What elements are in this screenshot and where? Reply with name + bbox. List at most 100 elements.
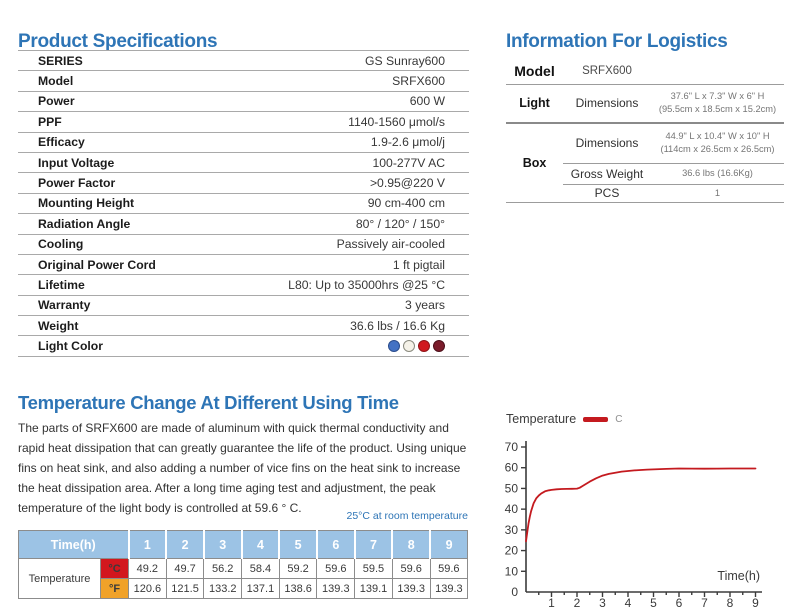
y-tick-label: 70 [505,440,519,454]
hour-header: 7 [353,530,393,559]
hour-header: 5 [278,530,318,559]
logistics-table: Model SRFX600 Light Dimensions 37.6" L x… [506,58,784,203]
light-color-swatch-red [418,340,430,353]
x-tick-label: 7 [701,596,708,610]
gross-weight-label: Gross Weight [563,163,651,185]
spec-value: 600 W [409,94,445,109]
light-color-swatch-white [403,340,415,353]
spec-value: 1.9-2.6 μmol/j [370,135,445,150]
x-tick-label: 5 [650,596,657,610]
logistics-model-value: SRFX600 [563,58,651,85]
celsius-value: 59.6 [316,558,356,579]
fahrenheit-value: 121.5 [165,578,205,599]
celsius-value: 58.4 [241,558,280,579]
spec-value: L80: Up to 35000hrs @25 °C [288,277,445,292]
spec-value: 1 ft pigtail [392,257,445,272]
hour-header: 6 [315,530,356,559]
spec-row-power-cord: Original Power Cord 1 ft pigtail [18,255,469,276]
spec-label: Cooling [38,237,84,252]
fahrenheit-value: 139.1 [354,578,393,599]
spec-row-warranty: Warranty 3 years [18,296,469,317]
spec-value: Passively air-cooled [336,237,445,252]
light-dimensions-label: Dimensions [563,84,651,124]
spec-label: Light Color [38,339,103,354]
celsius-value: 49.2 [128,558,167,579]
pcs-label: PCS [563,184,651,203]
spec-value: 90 cm-400 cm [367,196,445,211]
light-color-swatch-deep-red [433,340,445,353]
temperature-row-label: Temperature [18,558,101,599]
hour-header: 8 [391,530,431,559]
spec-label: Lifetime [38,277,85,292]
legend-line-swatch [583,416,609,422]
spec-row-model: Model SRFX600 [18,71,469,92]
spec-row-input-voltage: Input Voltage 100-277V AC [18,153,469,174]
spec-label: Mounting Height [38,196,135,211]
spec-label: Radiation Angle [38,216,131,231]
spec-value: 36.6 lbs / 16.6 Kg [350,318,445,333]
time-header: Time(h) [17,530,130,559]
x-tick-label: 3 [599,596,606,610]
room-temperature-note: 25°C at room temperature [346,510,468,522]
y-tick-label: 20 [505,544,519,558]
x-tick-label: 1 [548,596,555,610]
logistics-model-label: Model [506,58,563,85]
spec-row-power-factor: Power Factor >0.95@220 V [18,173,469,194]
product-spec-table: SERIES GS Sunray600 Model SRFX600 Power … [18,50,469,357]
fahrenheit-value: 138.6 [278,578,318,599]
spec-label: Warranty [38,298,91,313]
spec-label: Power [38,94,75,109]
spec-label: PPF [38,114,62,129]
light-color-swatch-blue [388,340,400,353]
logistics-box-label: Box [506,123,563,203]
spec-label: Original Power Cord [38,257,156,272]
fahrenheit-value: 133.2 [203,578,243,599]
y-tick-label: 50 [505,481,519,495]
spec-label: Power Factor [38,176,116,191]
y-tick-label: 10 [505,564,519,578]
spec-label: Input Voltage [38,155,115,170]
fahrenheit-value: 139.3 [316,578,356,599]
hour-header: 4 [240,530,280,559]
x-tick-label: 9 [752,596,759,610]
fahrenheit-value: 139.3 [391,578,431,599]
celsius-value: 56.2 [203,558,243,579]
celsius-value: 59.6 [391,558,431,579]
box-dimensions-value: 44.9" L x 10.4" W x 10" H (114cm x 26.5c… [651,123,784,164]
spec-label: Weight [38,318,79,333]
spec-row-mounting-height: Mounting Height 90 cm-400 cm [18,194,469,215]
legend-unit: C [615,413,623,425]
spec-row-cooling: Cooling Passively air-cooled [18,235,469,255]
fahrenheit-unit: °F [99,578,130,599]
gross-weight-value: 36.6 lbs (16.6Kg) [651,163,784,185]
product-specs-title: Product Specifications [18,30,218,52]
spec-value: GS Sunray600 [365,53,445,68]
logistics-light-label: Light [506,84,563,124]
spec-row-ppf: PPF 1140-1560 μmol/s [18,112,469,133]
pcs-value: 1 [651,184,784,203]
spec-value: 3 years [405,298,445,313]
light-dimensions-value: 37.6" L x 7.3" W x 6" H (95.5cm x 18.5cm… [651,84,784,124]
y-tick-label: 0 [511,585,518,599]
box-dimensions-label: Dimensions [563,123,651,164]
spec-row-lifetime: Lifetime L80: Up to 35000hrs @25 °C [18,275,469,296]
fahrenheit-value: 139.3 [429,578,469,599]
spec-value: 1140-1560 μmol/s [348,114,445,129]
fahrenheit-value: 137.1 [241,578,280,599]
y-tick-label: 30 [505,523,519,537]
legend-label: Temperature [506,412,577,426]
hour-header: 2 [165,530,205,559]
celsius-unit: °C [99,558,130,579]
temperature-paragraph: The parts of SRFX600 are made of aluminu… [18,421,467,515]
celsius-value: 49.7 [165,558,205,579]
x-tick-label: 6 [676,596,683,610]
y-tick-label: 40 [505,502,519,516]
x-axis-label: Time(h) [717,569,760,583]
spec-label: Efficacy [38,135,85,150]
spec-value: 100-277V AC [372,155,446,170]
fahrenheit-value: 120.6 [128,578,167,599]
chart-legend: Temperature C [506,412,622,426]
celsius-value: 59.6 [429,558,469,579]
temperature-section-title: Temperature Change At Different Using Ti… [18,392,399,414]
